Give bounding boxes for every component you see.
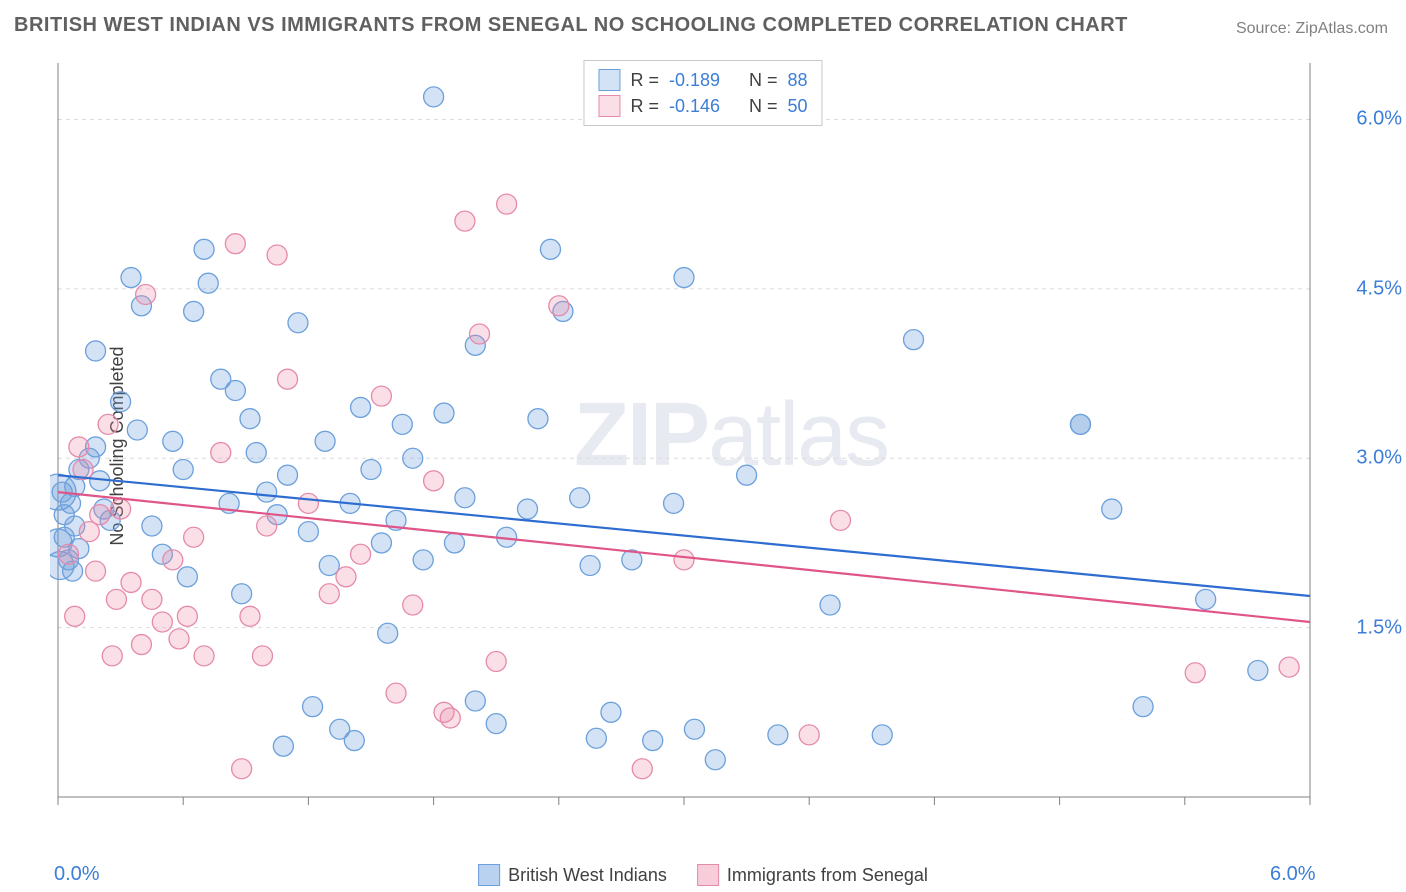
r-value: -0.189 (669, 70, 739, 91)
statbox-swatch (598, 95, 620, 117)
statbox-swatch (598, 69, 620, 91)
legend-bottom: British West Indians Immigrants from Sene… (478, 864, 928, 886)
r-label: R = (630, 70, 659, 91)
plot-area (50, 55, 1360, 825)
y-tick-label: 6.0% (1356, 108, 1402, 131)
legend-label: Immigrants from Senegal (727, 865, 928, 886)
scatter-plot-svg (50, 55, 1360, 825)
chart-title: BRITISH WEST INDIAN VS IMMIGRANTS FROM S… (14, 14, 1128, 37)
r-value: -0.146 (669, 96, 739, 117)
n-label: N = (749, 70, 778, 91)
y-tick-label: 4.5% (1356, 277, 1402, 300)
y-tick-label: 1.5% (1356, 616, 1402, 639)
statbox-row: R = -0.189 N = 88 (598, 67, 807, 93)
n-value: 50 (788, 96, 808, 117)
legend-label: British West Indians (508, 865, 667, 886)
r-label: R = (630, 96, 659, 117)
legend-item: Immigrants from Senegal (697, 864, 928, 886)
correlation-stats-box: R = -0.189 N = 88 R = -0.146 N = 50 (583, 60, 822, 126)
n-value: 88 (788, 70, 808, 91)
x-axis-min-label: 0.0% (54, 863, 100, 886)
legend-swatch (478, 864, 500, 886)
y-tick-label: 3.0% (1356, 447, 1402, 470)
source-label: Source: (1236, 20, 1291, 37)
statbox-row: R = -0.146 N = 50 (598, 93, 807, 119)
source-name: ZipAtlas.com (1296, 20, 1388, 37)
legend-swatch (697, 864, 719, 886)
legend-item: British West Indians (478, 864, 667, 886)
x-axis-max-label: 6.0% (1270, 863, 1316, 886)
source-attribution: Source: ZipAtlas.com (1236, 20, 1388, 38)
n-label: N = (749, 96, 778, 117)
